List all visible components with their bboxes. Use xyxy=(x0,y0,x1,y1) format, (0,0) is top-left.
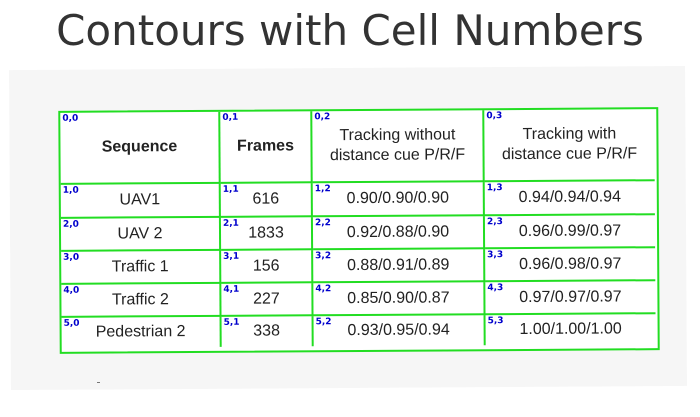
cell-index: 0,3 xyxy=(486,111,503,122)
table-cell: 3,2 0.88/0.91/0.89 xyxy=(313,249,486,284)
table-cell: 2,1 1833 xyxy=(220,217,314,251)
cell-text: 0.94/0.94/0.94 xyxy=(518,188,622,207)
cell-index: 3,3 xyxy=(487,250,504,261)
table-cell: 1,0 UAV1 xyxy=(60,183,221,219)
cell-text: 616 xyxy=(252,190,280,208)
cell-index: 2,2 xyxy=(314,218,331,229)
cell-text: 0.88/0.91/0.89 xyxy=(347,255,450,274)
cell-text: 0.96/0.98/0.97 xyxy=(518,254,622,273)
cell-text: UAV 2 xyxy=(117,224,163,242)
header-cell-frames: 0,1 Frames xyxy=(220,111,313,184)
cell-text: 0.97/0.97/0.97 xyxy=(519,287,622,306)
cell-text: 338 xyxy=(253,322,281,340)
header-label: Tracking without distance cue P/R/F xyxy=(329,126,466,165)
cell-index: 3,2 xyxy=(315,251,332,262)
cell-index: 1,2 xyxy=(314,184,331,195)
cell-index: 2,3 xyxy=(486,217,503,228)
cell-index: 5,1 xyxy=(223,317,240,328)
header-label: Tracking with distance cue P/R/F xyxy=(501,125,638,164)
cell-index: 4,2 xyxy=(315,284,332,295)
cell-index: 4,0 xyxy=(63,285,80,296)
cell-text: Traffic 1 xyxy=(111,257,169,276)
cell-text: 156 xyxy=(252,256,280,275)
table-cell: 1,1 616 xyxy=(220,183,313,218)
cell-text: 1833 xyxy=(248,223,284,242)
table-cell: 5,3 1.00/1.00/1.00 xyxy=(486,314,656,345)
table-cell: 5,1 338 xyxy=(221,316,314,347)
table-cell: 4,0 Traffic 2 xyxy=(61,283,222,318)
cell-text: 0.96/0.99/0.97 xyxy=(518,221,622,240)
header-label: Frames xyxy=(236,137,294,155)
table-cell: 4,3 0.97/0.97/0.97 xyxy=(485,281,656,316)
cell-index: 5,0 xyxy=(63,318,80,329)
cell-index: 5,3 xyxy=(487,316,504,327)
cell-text: 0.85/0.90/0.87 xyxy=(347,288,450,307)
cell-index: 0,0 xyxy=(62,113,79,124)
table-cell: 3,0 Traffic 1 xyxy=(61,250,222,285)
cell-text: UAV1 xyxy=(119,191,161,209)
table-cell: 1,3 0.94/0.94/0.94 xyxy=(484,181,655,217)
scan-speck xyxy=(97,382,100,383)
table-cell: 4,2 0.85/0.90/0.87 xyxy=(313,282,486,317)
cell-index: 0,2 xyxy=(314,112,331,123)
cell-text: 1.00/1.00/1.00 xyxy=(519,320,622,339)
table-cell: 5,2 0.93/0.95/0.94 xyxy=(313,315,486,347)
cell-index: 1,3 xyxy=(486,183,503,194)
cell-text: Traffic 2 xyxy=(111,290,169,309)
cell-index: 1,0 xyxy=(62,185,79,196)
table-cell: 3,3 0.96/0.98/0.97 xyxy=(485,248,656,283)
table-cell: 2,2 0.92/0.88/0.90 xyxy=(312,216,486,251)
cell-index: 1,1 xyxy=(222,184,239,195)
cell-text: 0.92/0.88/0.90 xyxy=(346,222,450,241)
cell-index: 0,1 xyxy=(222,112,239,123)
cell-index: 4,3 xyxy=(487,283,504,294)
cell-text: 0.90/0.90/0.90 xyxy=(346,189,450,208)
header-label: Sequence xyxy=(101,138,178,156)
header-cell-tracking-with: 0,3 Tracking with distance cue P/R/F xyxy=(484,109,655,183)
cell-text: Pedestrian 2 xyxy=(95,323,186,341)
cell-index: 2,0 xyxy=(62,219,79,230)
table-cell: 1,2 0.90/0.90/0.90 xyxy=(312,182,485,218)
table-cell: 4,1 227 xyxy=(221,283,314,317)
cell-index: 5,2 xyxy=(315,317,332,328)
table-cell: 3,1 156 xyxy=(221,250,314,284)
cell-index: 2,1 xyxy=(222,218,239,229)
cell-index: 3,0 xyxy=(63,252,80,263)
table-cell: 2,0 UAV 2 xyxy=(60,217,222,252)
page-title: Contours with Cell Numbers xyxy=(56,6,644,55)
cell-index: 3,1 xyxy=(223,251,240,262)
table-cell: 2,3 0.96/0.99/0.97 xyxy=(484,215,656,250)
header-cell-tracking-without: 0,2 Tracking without distance cue P/R/F xyxy=(312,110,485,184)
cell-text: 0.93/0.95/0.94 xyxy=(347,321,450,340)
cell-index: 4,1 xyxy=(223,284,240,295)
header-cell-sequence: 0,0 Sequence xyxy=(60,111,221,185)
table-cell: 5,0 Pedestrian 2 xyxy=(61,316,222,348)
cell-text: 227 xyxy=(253,289,280,308)
contour-table: 0,0 Sequence 0,1 Frames 0,2 Tracking wit… xyxy=(58,107,660,354)
